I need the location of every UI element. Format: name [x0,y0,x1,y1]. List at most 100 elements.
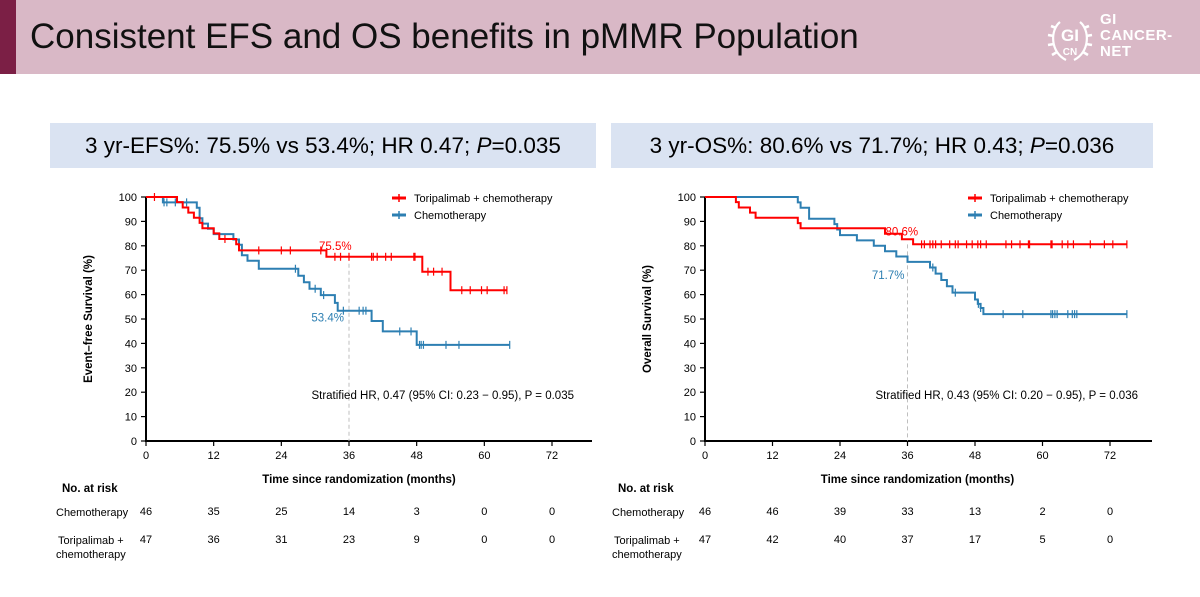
at-risk-count: 13 [968,506,982,518]
y-tick-label: 30 [684,363,696,375]
y-tick-label: 90 [684,216,696,228]
legend-entry-label: Chemotherapy [414,210,487,222]
toripalimab-landmark-label: 80.6% [886,226,919,238]
hazard-ratio-annotation: Stratified HR, 0.47 (95% CI: 0.23 − 0.95… [311,390,574,402]
x-tick-label: 72 [1104,450,1116,462]
legend-entry-label: Toripalimab + chemotherapy [414,193,553,205]
y-tick-label: 70 [125,265,137,277]
x-tick-label: 48 [411,450,423,462]
y-tick-label: 40 [684,338,696,350]
efs-summary-text: 3 yr-EFS%: 75.5% vs 53.4%; HR 0.47; [85,133,477,158]
at-risk-count: 40 [833,534,847,546]
y-tick-label: 30 [125,363,137,375]
at-risk-count: 14 [342,506,356,518]
y-tick-label: 80 [125,241,137,253]
at-risk-count: 0 [1106,506,1114,518]
at-risk-count: 0 [548,506,556,518]
at-risk-count: 9 [413,534,420,546]
legend-entry-label: Chemotherapy [990,210,1063,222]
efs-summary-box: 3 yr-EFS%: 75.5% vs 53.4%; HR 0.47; P=0.… [50,123,596,168]
y-tick-label: 40 [125,338,137,350]
gi-cancernet-logo: GI CN [1047,21,1093,61]
at-risk-count: 3 [413,506,420,518]
at-risk-row-label-line: chemotherapy [612,549,682,561]
y-tick-label: 80 [684,241,696,253]
y-tick-label: 10 [125,412,137,424]
os-p-label: P [1029,133,1045,158]
at-risk-count: 2 [1039,506,1046,518]
at-risk-count: 5 [1039,534,1046,546]
at-risk-title: No. at risk [62,483,118,495]
x-tick-label: 60 [478,450,490,462]
logo-wordmark: GI CANCER- NET [1100,12,1173,60]
accent-bar [0,0,16,74]
at-risk-count: 25 [275,506,288,518]
logo-line-3: NET [1100,43,1132,60]
at-risk-count: 17 [968,534,982,546]
x-tick-label: 72 [546,450,558,462]
y-tick-label: 90 [125,216,137,228]
y-tick-label: 70 [684,265,696,277]
toripalimab-landmark-label: 75.5% [319,241,352,253]
at-risk-count: 36 [207,534,220,546]
at-risk-row-label-line: Toripalimab + [614,535,680,547]
at-risk-count: 0 [548,534,556,546]
y-tick-label: 50 [125,314,137,326]
y-tick-label: 0 [690,436,696,448]
x-tick-label: 0 [702,450,708,462]
at-risk-count: 0 [481,534,488,546]
toripalimab-survival-curve [705,196,1127,246]
at-risk-row-label-chemotherapy: Chemotherapy [56,507,129,519]
laurel-wreath-icon [1047,21,1093,61]
at-risk-count: 33 [901,506,914,518]
y-tick-label: 60 [125,290,137,302]
y-tick-label: 100 [678,192,696,204]
chemotherapy-landmark-label: 53.4% [311,313,344,325]
x-tick-label: 36 [901,450,913,462]
chemotherapy-survival-curve [705,196,1127,316]
at-risk-count: 23 [342,534,356,546]
hazard-ratio-annotation: Stratified HR, 0.43 (95% CI: 0.20 − 0.95… [875,390,1138,402]
toripalimab-survival-curve [146,196,507,292]
at-risk-count: 37 [901,534,914,546]
at-risk-count: 0 [1106,534,1114,546]
at-risk-count: 31 [275,534,288,546]
y-tick-label: 60 [684,290,696,302]
x-tick-label: 0 [143,450,149,462]
y-tick-label: 10 [684,412,696,424]
at-risk-row-label-line: Toripalimab + [58,535,124,547]
at-risk-count: 46 [766,506,779,518]
x-tick-label: 24 [275,450,287,462]
slide-title: Consistent EFS and OS benefits in pMMR P… [30,17,859,56]
at-risk-row-label-toripalimab: Toripalimab + chemotherapy [56,534,126,562]
at-risk-title: No. at risk [618,483,674,495]
y-tick-label: 20 [125,387,137,399]
at-risk-row-label-toripalimab: Toripalimab + chemotherapy [612,534,682,562]
at-risk-count: 39 [833,506,847,518]
at-risk-count: 42 [766,534,779,546]
x-tick-label: 36 [343,450,355,462]
y-axis-label: Event–free Survival (%) [83,255,95,383]
at-risk-count: 47 [139,534,153,546]
y-tick-label: 100 [119,192,137,204]
x-tick-label: 12 [208,450,220,462]
legend-entry-label: Toripalimab + chemotherapy [990,193,1129,205]
at-risk-count: 47 [698,534,712,546]
y-tick-label: 50 [684,314,696,326]
chemotherapy-landmark-label: 71.7% [872,270,905,282]
y-axis-label: Overall Survival (%) [642,265,654,373]
x-tick-label: 48 [969,450,981,462]
logo-mark-bottom: CN [1063,47,1077,58]
at-risk-count: 46 [698,506,712,518]
at-risk-count: 46 [139,506,153,518]
x-tick-label: 24 [834,450,846,462]
title-banner: Consistent EFS and OS benefits in pMMR P… [0,0,1200,74]
x-tick-label: 60 [1036,450,1048,462]
at-risk-count: 35 [207,506,220,518]
at-risk-row-label-chemotherapy: Chemotherapy [612,507,685,519]
x-axis-label: Time since randomization (months) [262,474,456,486]
x-axis-label: Time since randomization (months) [821,474,1015,486]
y-tick-label: 20 [684,387,696,399]
